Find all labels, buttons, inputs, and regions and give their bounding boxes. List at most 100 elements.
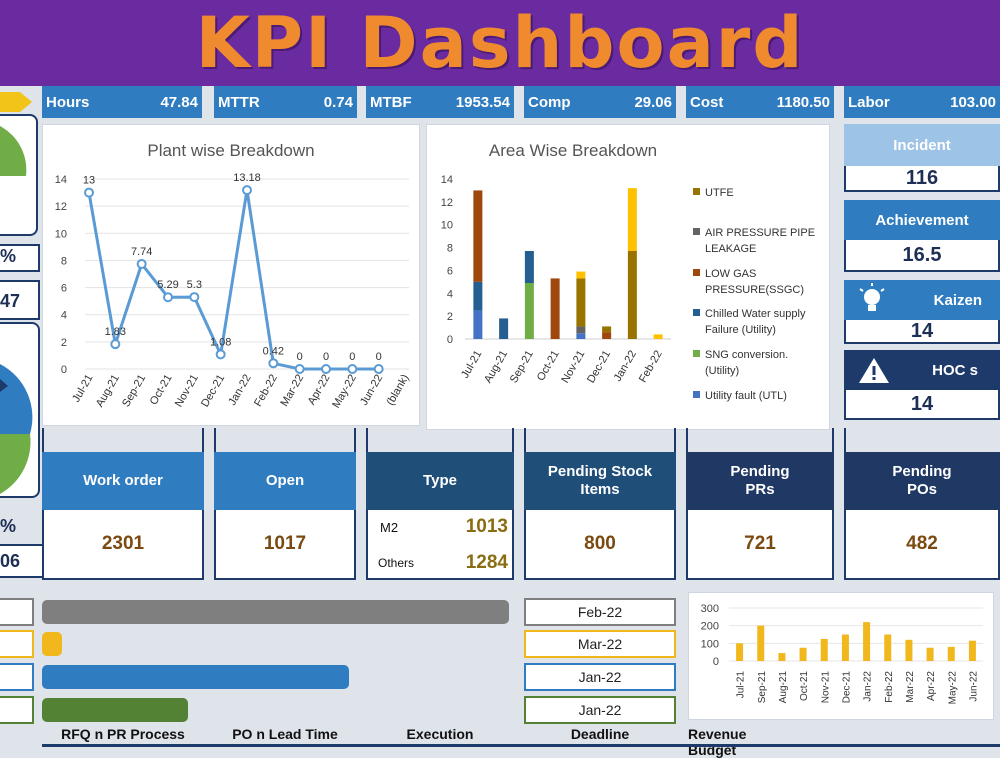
data-label: 1.08 — [210, 336, 231, 348]
gauge-card-top — [0, 114, 38, 236]
y-tick-label: 4 — [447, 288, 453, 300]
bar — [947, 646, 955, 661]
kaizen-value: 14 — [844, 320, 1000, 344]
x-tick-label: Aug-21 — [778, 671, 789, 704]
y-tick-label: 2 — [61, 337, 67, 349]
kpi-label: MTTR — [218, 93, 260, 111]
progress-stub-box — [0, 663, 34, 691]
type-header: Type — [366, 452, 514, 510]
bar — [926, 647, 934, 661]
legend-swatch — [693, 309, 700, 316]
x-tick-label: Dec-21 — [585, 349, 613, 386]
progress-bar — [42, 698, 188, 722]
bar — [736, 643, 744, 661]
lightbulb-icon — [859, 283, 885, 311]
legend-swatch — [693, 269, 700, 276]
x-tick-label: (blank) — [384, 373, 411, 408]
incident-label: Incident — [893, 136, 951, 154]
bar — [884, 634, 892, 661]
bar-segment — [473, 310, 483, 339]
bottom-rule — [42, 744, 1000, 747]
pending-stock-header: Pending Stock Items — [524, 452, 676, 510]
area-breakdown-chart: 0 2 4 6 8 10 12 14 Jul-21Aug-21Sep-21Oct-21Nov-2… — [441, 174, 815, 402]
open-header: Open — [214, 452, 356, 510]
revenue-budget-card: 0 100 200 300 Jul-21 Sep-21 Aug-21 Oct-21 Nov-21… — [688, 592, 994, 720]
legend-label: Utility fault (UTL) — [705, 390, 787, 402]
bar — [799, 647, 807, 661]
warning-icon — [859, 358, 889, 383]
plant-breakdown-card: Plant wise Breakdown 0 2 4 6 8 10 12 14 13 Jul-21… — [42, 124, 420, 426]
left-value-2: 06 — [0, 544, 44, 578]
y-tick-label: 200 — [701, 621, 719, 633]
kpi-label: Comp — [528, 93, 571, 111]
type-value-box: M2 1013 Others 1284 — [366, 510, 514, 580]
y-tick-label: 6 — [447, 265, 453, 277]
legend-label: LOW GAS — [705, 268, 756, 280]
kpi-mtbf: MTBF 1953.54 — [366, 86, 514, 118]
y-tick-label: 300 — [701, 603, 719, 615]
bar-segment — [576, 326, 586, 334]
pending-pos-label: Pending POs — [892, 463, 952, 498]
kaizen-header: Kaizen — [844, 280, 1000, 320]
left-pct-2: % — [0, 516, 17, 536]
y-tick-label: 8 — [447, 243, 453, 255]
x-tick-label: Jun-22 — [358, 373, 385, 408]
incident-value: 116 — [844, 166, 1000, 192]
kpi-value: 1953.54 — [455, 93, 510, 111]
type-label: Type — [423, 472, 457, 489]
kpi-value: 1180.50 — [776, 93, 830, 111]
pending-prs-value: 721 — [686, 510, 834, 580]
x-tick-label: Aug-21 — [94, 373, 122, 410]
y-tick-label: 12 — [441, 197, 453, 209]
open-value: 1017 — [214, 510, 356, 580]
type-others-label: Others — [378, 556, 415, 570]
y-tick-label: 6 — [61, 283, 67, 295]
data-label: 13.18 — [233, 172, 261, 184]
data-label: 0 — [376, 351, 382, 363]
area-breakdown-card: Area Wise Breakdown 0 2 4 6 8 10 12 14 Jul-21 Aug… — [426, 124, 830, 430]
x-tick-label: Sep-21 — [508, 349, 536, 386]
metric-card-frame — [686, 428, 834, 452]
legend-label: UTFE — [705, 187, 734, 199]
data-label: 0 — [349, 351, 355, 363]
x-tick-label: Oct-21 — [535, 349, 562, 384]
x-tick-label: Oct-21 — [148, 373, 175, 408]
achievement-header: Achievement — [844, 200, 1000, 240]
data-label: 0.42 — [263, 345, 284, 357]
data-label: 7.74 — [131, 246, 152, 258]
x-tick-label: Jun-22 — [968, 671, 979, 702]
x-tick-label: Nov-21 — [559, 349, 587, 386]
x-tick-label: Jan-22 — [863, 671, 874, 702]
metric-card-frame — [366, 428, 514, 452]
progress-stub-box — [0, 598, 34, 626]
kpi-cost: Cost 1180.50 — [686, 86, 834, 118]
progress-stub-box — [0, 696, 34, 724]
left-pct-1: % — [0, 244, 40, 272]
metric-card-frame — [844, 428, 1000, 452]
legend-swatch — [693, 350, 700, 357]
achievement-value: 16.5 — [844, 240, 1000, 272]
bar — [863, 622, 871, 661]
metric-card-frame — [42, 428, 204, 452]
left-value-1: 47 — [0, 280, 40, 320]
achievement-label: Achievement — [875, 211, 969, 229]
bar — [841, 634, 849, 661]
y-tick-label: 0 — [713, 656, 719, 668]
deadline-date: Jan-22 — [524, 696, 676, 724]
x-tick-label: Jan-22 — [612, 349, 639, 384]
legend-label: SNG conversion. — [705, 349, 788, 361]
bar-segment — [576, 278, 586, 327]
x-tick-label: Feb-22 — [252, 373, 280, 409]
label-execution: Execution — [406, 726, 474, 742]
y-tick-label: 100 — [701, 638, 719, 650]
x-tick-label: Apr-22 — [926, 671, 937, 701]
progress-stub-box — [0, 630, 34, 658]
x-tick-label: Feb-22 — [637, 349, 665, 385]
bar-segment — [473, 281, 483, 311]
bar-segment — [576, 271, 586, 279]
x-tick-label: Jul-21 — [736, 671, 747, 699]
y-tick-label: 14 — [55, 174, 67, 186]
bar — [778, 653, 786, 661]
progress-bar — [42, 600, 509, 624]
bar — [757, 625, 765, 661]
